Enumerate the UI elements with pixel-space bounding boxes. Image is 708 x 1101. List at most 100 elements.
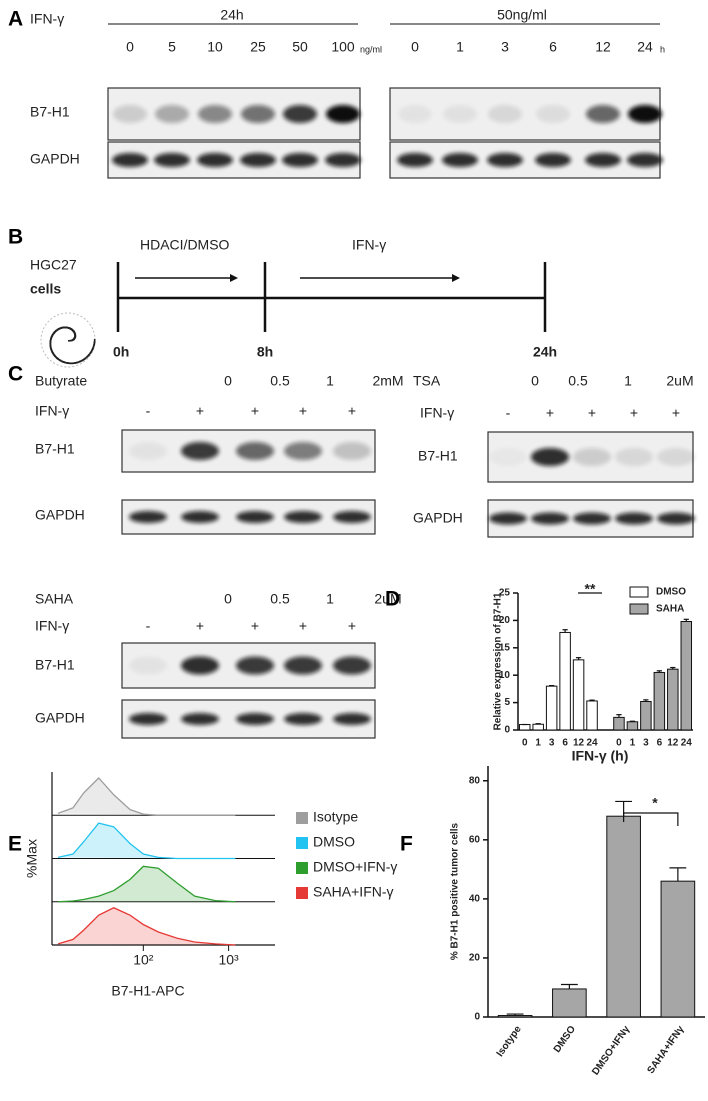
cell-dot xyxy=(78,360,81,363)
y-tick-label: 15 xyxy=(499,642,511,653)
bar xyxy=(653,671,666,731)
unit-label: ng/ml xyxy=(360,44,382,54)
blot-band xyxy=(154,153,190,167)
bar xyxy=(660,880,696,1018)
error-bar xyxy=(669,867,687,882)
blot-band xyxy=(129,511,167,523)
x-axis-label: B7-H1-APC xyxy=(111,983,184,999)
cell-dot xyxy=(50,348,53,350)
dose-label: 1 xyxy=(624,373,632,389)
x-tick-label: 24 xyxy=(586,738,598,749)
sign-label: + xyxy=(546,405,554,421)
blot-band xyxy=(398,105,432,123)
cell-dot xyxy=(57,328,60,331)
lane-label: 1 xyxy=(456,39,464,55)
blot-band xyxy=(442,153,478,167)
cell-dot xyxy=(56,357,59,360)
blot-band xyxy=(113,105,147,123)
y-tick-label: 0 xyxy=(504,725,510,736)
dose-label: 0 xyxy=(224,373,232,389)
group-header: 50ng/ml xyxy=(497,7,547,23)
drug-label: Butyrate xyxy=(35,373,87,389)
y-tick-label: 40 xyxy=(469,894,481,905)
legend-label: SAHA+IFN-γ xyxy=(313,884,394,900)
drug-label: TSA xyxy=(413,373,441,389)
blot-band xyxy=(531,512,569,525)
cell-dot xyxy=(64,361,66,364)
cell-dot xyxy=(71,362,74,365)
cell-dot xyxy=(72,338,74,341)
lane-label: 0 xyxy=(126,39,134,55)
cell-dot xyxy=(90,351,92,354)
x-tick-label: 6 xyxy=(562,738,568,749)
cell-dot xyxy=(93,338,96,341)
legend-swatch xyxy=(296,837,308,849)
blot-band xyxy=(488,105,522,123)
error-bar xyxy=(535,723,541,725)
blot-band xyxy=(535,153,571,167)
bar xyxy=(545,685,558,731)
blot-band xyxy=(155,105,189,123)
sign-label: - xyxy=(506,405,511,421)
cell-dot xyxy=(92,346,95,349)
cell-dot xyxy=(51,334,54,336)
y-axis-label: Relative expression of B7-H1 xyxy=(493,592,504,730)
lane-label: 24 xyxy=(637,39,653,55)
cell-dot xyxy=(55,329,58,332)
cell-dot xyxy=(93,343,95,345)
time-label: 24h xyxy=(533,344,557,360)
y-tick-label: 20 xyxy=(499,615,511,626)
cell-dot xyxy=(68,340,70,342)
legend-swatch xyxy=(629,586,649,598)
bar xyxy=(497,1015,533,1018)
arrowhead xyxy=(230,274,238,282)
error-bar xyxy=(549,685,555,687)
lane-label: 5 xyxy=(168,39,176,55)
x-tick-label: 24 xyxy=(681,738,693,749)
dose-label: 1 xyxy=(326,373,334,389)
blot-band xyxy=(284,713,322,725)
blot-band xyxy=(129,442,167,460)
step-label: HDACI/DMSO xyxy=(140,237,230,253)
cell-dot xyxy=(65,326,68,329)
drug-label: SAHA xyxy=(35,591,74,607)
cell-dot xyxy=(62,361,64,363)
y-tick-label: 10 xyxy=(499,670,511,681)
cell-dot xyxy=(93,340,96,342)
blot-band xyxy=(397,153,433,167)
cell-dot xyxy=(81,359,84,362)
row-label: GAPDH xyxy=(413,510,463,526)
blot-band xyxy=(240,153,276,167)
cell-dot xyxy=(60,360,63,362)
cell-dot xyxy=(73,332,76,334)
dose-label: 0 xyxy=(531,373,539,389)
blot-band xyxy=(283,105,317,123)
blot-band xyxy=(129,656,167,675)
cell-dot xyxy=(68,362,71,365)
cell-dot xyxy=(87,354,89,357)
blot-band xyxy=(197,153,233,167)
cell-dot xyxy=(63,326,66,329)
blot-band xyxy=(236,442,274,460)
cell-dot xyxy=(51,350,53,353)
cell-dot xyxy=(91,348,94,351)
error-bar xyxy=(506,1013,524,1016)
lane-label: 100 xyxy=(331,39,355,55)
cell-dot xyxy=(59,359,61,361)
cell-dot xyxy=(68,327,71,330)
x-tick-label: 1 xyxy=(535,738,541,749)
blot-band xyxy=(489,448,527,466)
group-header: 24h xyxy=(220,7,243,23)
blot-band xyxy=(129,713,167,725)
sign-label: + xyxy=(299,403,307,419)
cell-dot xyxy=(88,353,91,355)
cell-dot xyxy=(49,344,52,346)
bar xyxy=(680,620,693,731)
blot-band xyxy=(489,512,527,525)
error-bar xyxy=(643,699,649,702)
cell-label: HGC27 xyxy=(30,257,77,273)
dose-label: 1 xyxy=(326,591,334,607)
lane-label: 25 xyxy=(250,39,266,55)
cell-dot xyxy=(77,361,80,363)
